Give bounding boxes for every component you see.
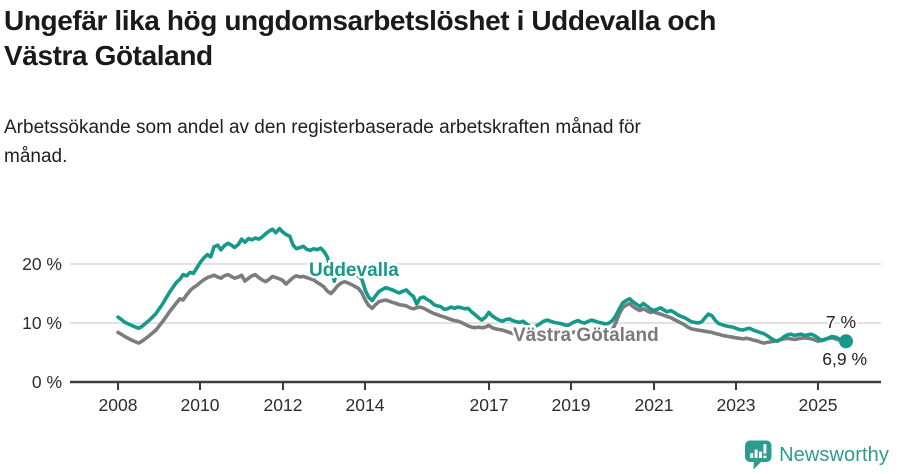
x-axis-label-2010: 2010 xyxy=(181,395,220,415)
series-label-uddevalla: Uddevalla xyxy=(309,260,399,281)
x-axis-label-2008: 2008 xyxy=(99,395,138,415)
newsworthy-logo-icon xyxy=(745,440,772,470)
logo-bar-chart-glyph xyxy=(750,444,767,459)
chart-subtitle-line-1: Arbetssökande som andel av den registerb… xyxy=(4,117,641,138)
newsworthy-logo-text: Newsworthy xyxy=(779,443,889,466)
x-axis-label-2023: 2023 xyxy=(717,395,756,415)
chart-title-line-1: Ungefär lika hög ungdomsarbetslöshet i U… xyxy=(4,5,716,36)
x-axis-label-2017: 2017 xyxy=(470,395,509,415)
x-axis-label-2021: 2021 xyxy=(635,395,674,415)
latest-value-dot xyxy=(839,334,853,349)
chart-title-line-2: Västra Götaland xyxy=(4,39,213,71)
y-axis-label-20: 20 % xyxy=(22,254,62,274)
x-axis-label-2025: 2025 xyxy=(799,395,838,415)
logo-bubble-shape xyxy=(745,440,772,470)
newsworthy-logo[interactable]: Newsworthy xyxy=(745,440,889,470)
series-line-uddevalla xyxy=(116,226,848,344)
x-axis-ticks xyxy=(117,383,819,390)
y-axis-label-10: 10 % xyxy=(22,313,62,333)
series-label-vastra-gotaland: Västra Götaland xyxy=(513,325,659,346)
chart-subtitle-line-2: månad. xyxy=(4,145,68,167)
series-line-vastra-gotaland xyxy=(116,272,848,345)
y-axis-label-0: 0 % xyxy=(32,372,62,392)
chart-subtitle: Arbetssökande som andel av den registerb… xyxy=(4,114,864,171)
x-axis-label-2014: 2014 xyxy=(346,395,385,415)
chart-title: Ungefär lika hög ungdomsarbetslöshet i U… xyxy=(4,4,884,73)
x-axis-label-2012: 2012 xyxy=(264,395,303,415)
end-value-label-uddevalla: 6,9 % xyxy=(822,349,867,369)
x-axis-label-2019: 2019 xyxy=(552,395,591,415)
end-value-label-vastra-gotaland: 7 % xyxy=(826,312,856,332)
